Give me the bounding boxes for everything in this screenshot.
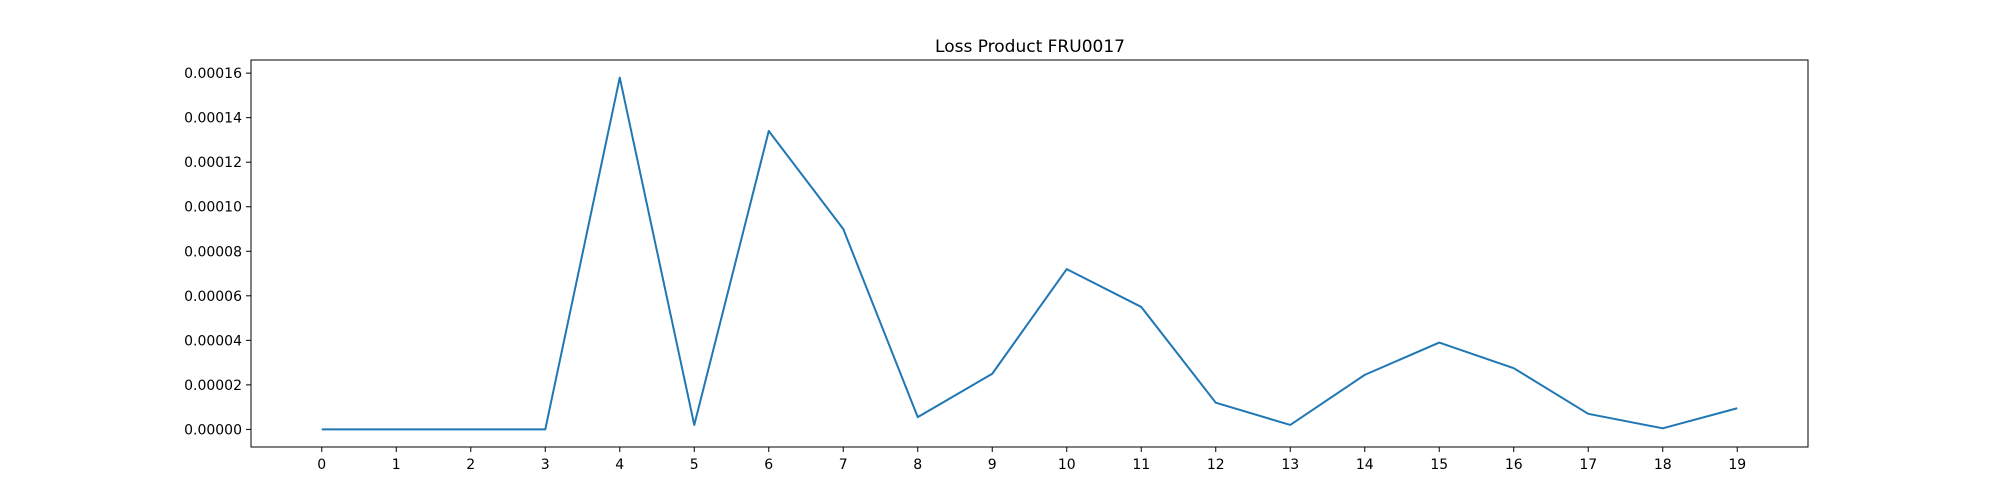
x-tick-label: 5 xyxy=(690,457,699,473)
y-axis: 0.00000 0.00002 0.00004 0.00006 0.00008 0.000… xyxy=(184,66,251,438)
y-tick-label: 0.00012 xyxy=(184,155,242,171)
x-tick-label: 6 xyxy=(764,457,773,473)
x-tick-label: 16 xyxy=(1505,457,1523,473)
x-tick-label: 1 xyxy=(392,457,401,473)
x-tick-label: 4 xyxy=(615,457,624,473)
x-tick-label: 9 xyxy=(988,457,997,473)
x-tick-label: 3 xyxy=(541,457,550,473)
series-layer xyxy=(321,76,1738,431)
y-tick-label: 0.00002 xyxy=(184,378,242,394)
x-tick-label: 18 xyxy=(1654,457,1672,473)
x-tick-label: 2 xyxy=(466,457,475,473)
y-tick-label: 0.00006 xyxy=(184,289,242,305)
x-tick-label: 8 xyxy=(913,457,922,473)
y-tick-label: 0.00008 xyxy=(184,244,242,260)
x-tick-label: 7 xyxy=(839,457,848,473)
x-tick-label: 0 xyxy=(317,457,326,473)
x-tick-label: 10 xyxy=(1058,457,1076,473)
x-tick-label: 19 xyxy=(1728,457,1746,473)
chart-title: Loss Product FRU0017 xyxy=(935,37,1125,57)
x-tick-label: 14 xyxy=(1356,457,1374,473)
x-tick-label: 15 xyxy=(1430,457,1448,473)
plot-area-frame xyxy=(250,59,1809,448)
x-tick-label: 17 xyxy=(1579,457,1597,473)
y-tick-label: 0.00000 xyxy=(184,422,242,438)
y-tick-label: 0.00004 xyxy=(184,333,242,349)
y-tick-label: 0.00016 xyxy=(184,66,242,82)
y-tick-label: 0.00014 xyxy=(184,111,242,127)
x-tick-label: 11 xyxy=(1132,457,1150,473)
series-line xyxy=(321,76,1738,431)
x-tick-label: 13 xyxy=(1281,457,1299,473)
x-axis: 0 1 2 3 4 5 6 7 8 9 10 11 12 13 14 15 16 17 18 19 xyxy=(317,447,1746,473)
x-tick-label: 12 xyxy=(1207,457,1225,473)
y-tick-label: 0.00010 xyxy=(184,200,242,216)
